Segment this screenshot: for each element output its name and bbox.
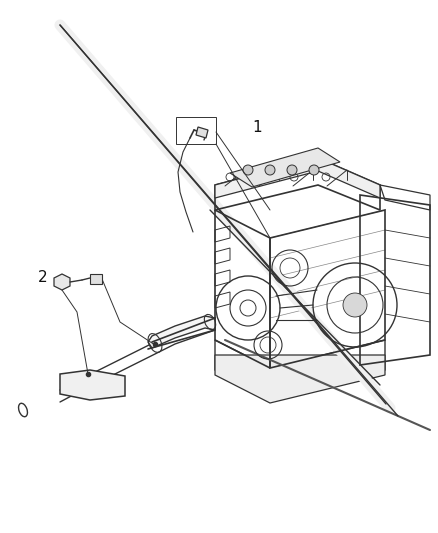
Circle shape xyxy=(265,165,275,175)
Polygon shape xyxy=(54,274,70,290)
Polygon shape xyxy=(148,316,215,348)
Text: 2: 2 xyxy=(38,271,48,286)
Polygon shape xyxy=(196,127,208,138)
Polygon shape xyxy=(230,148,340,187)
Circle shape xyxy=(287,165,297,175)
Polygon shape xyxy=(60,370,125,400)
Polygon shape xyxy=(90,274,102,284)
Polygon shape xyxy=(215,355,385,403)
Circle shape xyxy=(243,165,253,175)
Circle shape xyxy=(309,165,319,175)
Text: 1: 1 xyxy=(252,120,261,135)
Circle shape xyxy=(343,293,367,317)
Polygon shape xyxy=(215,158,380,198)
